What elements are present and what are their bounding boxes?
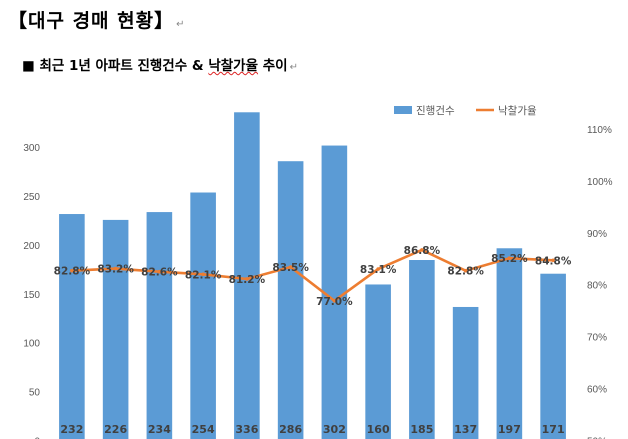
rate-point: [157, 269, 162, 274]
legend: 진행건수 낙찰가율: [394, 105, 537, 117]
rate-point: [376, 267, 380, 271]
bar: [59, 214, 85, 439]
right-tick-label: 70%: [587, 333, 607, 344]
bar: [102, 219, 129, 439]
rate-point: [507, 256, 512, 261]
right-tick-label: 110%: [587, 125, 612, 136]
rate-point: [420, 248, 424, 252]
bar: [190, 192, 216, 439]
rate-data-label: 82.6%: [141, 267, 178, 279]
rate-data-label: 81.2%: [229, 274, 266, 286]
rate-point: [551, 258, 555, 263]
legend-label-bar: 진행건수: [416, 105, 455, 117]
line-data-labels: 82.8% 83.2% 82.6% 82.1% 81.2% 83.5% 77.0% 83.1%…: [54, 245, 572, 308]
bar: [496, 248, 523, 439]
rate-data-label: 84.8%: [535, 255, 572, 267]
count-data-label: 185: [410, 423, 433, 436]
line-series: [70, 248, 555, 303]
count-data-label: 226: [104, 423, 127, 436]
subtitle-paragraph-mark: ↵: [289, 62, 298, 73]
bar: [321, 145, 348, 439]
document-title: 【대구 경매 현황】 ↵: [8, 6, 186, 33]
bar: [365, 284, 391, 439]
legend-label-line: 낙찰가율: [498, 105, 537, 117]
right-tick-label: 90%: [587, 229, 607, 240]
rate-line: [71, 248, 554, 303]
bar-series: [59, 112, 566, 439]
bar: [409, 260, 435, 439]
subtitle-suffix: 추이: [258, 58, 288, 74]
right-tick-label: 50%: [587, 437, 607, 439]
rate-data-label: 86.8%: [404, 245, 441, 257]
count-data-label: 302: [323, 423, 346, 436]
rate-data-label: 83.5%: [272, 262, 309, 274]
left-tick-label: 150: [23, 290, 40, 301]
left-tick-label: 50: [29, 388, 41, 399]
rate-point: [463, 268, 468, 273]
count-data-label: 171: [542, 423, 565, 436]
count-data-label: 137: [454, 423, 477, 436]
bar: [277, 161, 304, 439]
left-tick-label: 200: [23, 241, 40, 252]
rate-point: [332, 298, 337, 303]
document-title-text: 【대구 경매 현황】: [8, 10, 175, 32]
right-axis: 50% 60% 70% 80% 90% 100% 110%: [587, 125, 613, 439]
rate-data-label: 83.1%: [360, 264, 397, 276]
bar-data-labels: 232 226 234 254 336 286 302 160 185 137 197 171: [60, 423, 564, 436]
bar: [452, 306, 479, 439]
rate-point: [288, 265, 293, 269]
rate-point: [70, 268, 74, 273]
rate-point: [245, 277, 249, 281]
right-tick-label: 60%: [587, 385, 607, 396]
count-data-label: 232: [60, 423, 83, 436]
left-axis: 0 50 100 150 200 250 300: [23, 143, 40, 439]
left-tick-label: 0: [34, 437, 40, 439]
count-data-label: 286: [279, 423, 302, 436]
count-data-label: 234: [148, 423, 171, 436]
count-data-label: 254: [192, 423, 215, 436]
subtitle-prefix: ■ 최근 1년 아파트 진행건수 &: [22, 58, 209, 74]
rate-data-label: 77.0%: [316, 296, 353, 308]
rate-data-label: 83.2%: [97, 264, 134, 276]
rate-data-label: 82.8%: [54, 266, 91, 278]
chart-subtitle: ■ 최근 1년 아파트 진행건수 & 낙찰가율 추이 ↵: [22, 54, 298, 74]
rate-data-label: 82.8%: [447, 266, 484, 278]
rate-point: [201, 272, 205, 277]
count-data-label: 336: [235, 423, 258, 436]
right-tick-label: 80%: [587, 281, 607, 292]
legend-swatch-bar: [394, 106, 412, 114]
bar: [540, 273, 566, 439]
rate-data-label: 85.2%: [491, 253, 528, 265]
rate-point: [113, 266, 118, 271]
subtitle-spellcheck-word: 낙찰가율: [208, 58, 259, 74]
paragraph-mark: ↵: [176, 19, 186, 30]
bar: [146, 212, 173, 439]
right-tick-label: 100%: [587, 177, 613, 188]
left-tick-label: 300: [23, 143, 40, 154]
left-tick-label: 250: [23, 192, 40, 203]
rate-data-label: 82.1%: [185, 269, 222, 281]
count-data-label: 197: [498, 423, 521, 436]
left-tick-label: 100: [23, 339, 40, 350]
count-data-label: 160: [367, 423, 390, 436]
